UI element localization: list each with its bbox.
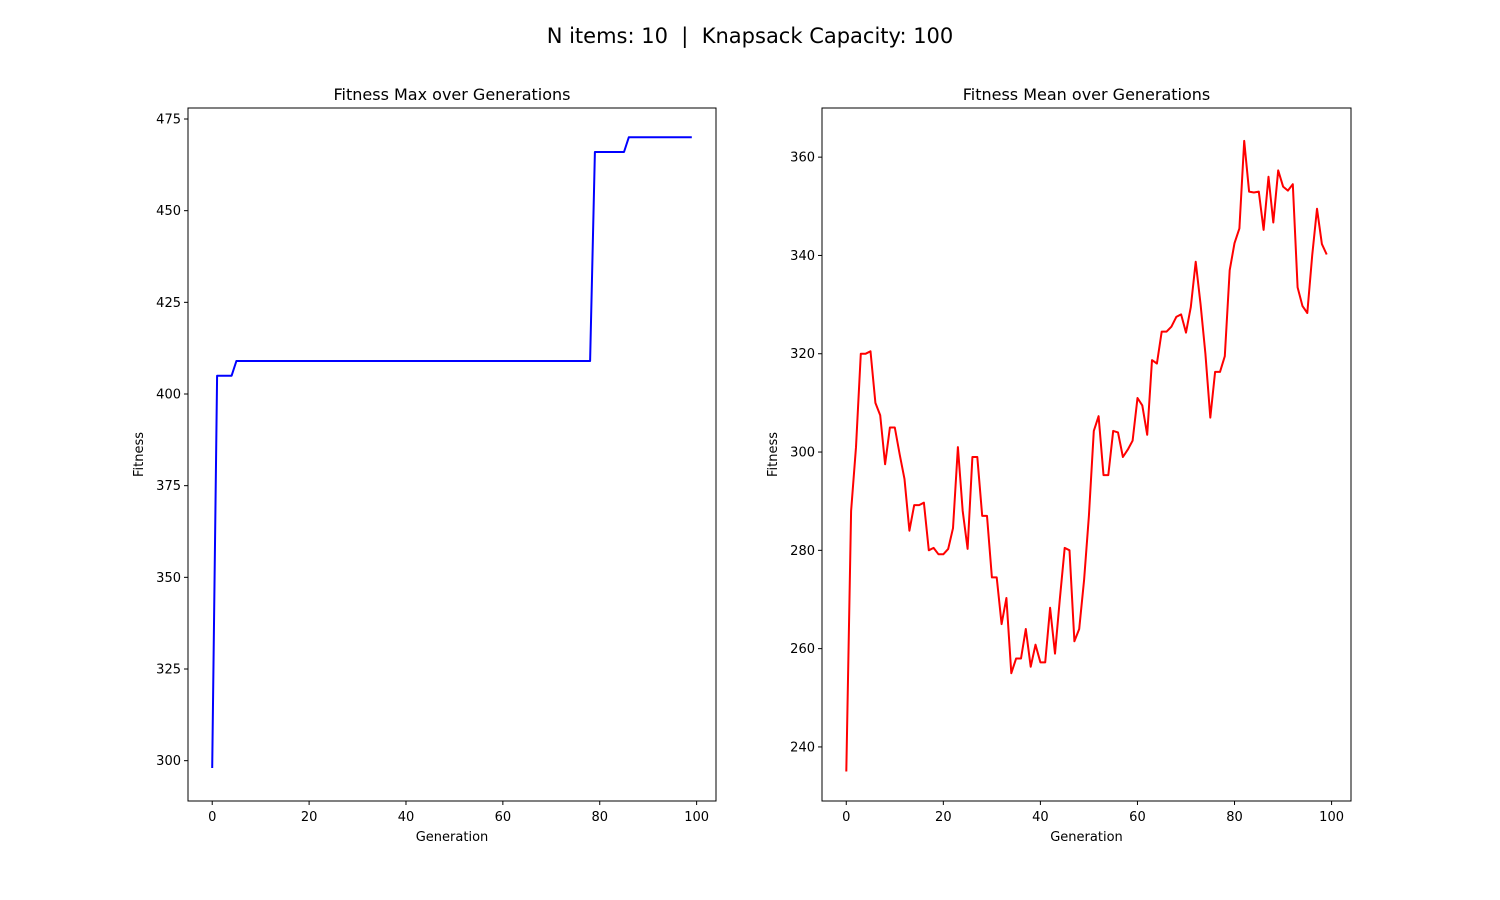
x-tick-label: 100: [684, 810, 709, 825]
axes-frame: [187, 107, 717, 802]
series-line-mean: [845, 139, 1328, 772]
x-tick-label: 100: [1319, 810, 1344, 825]
series-line-max: [211, 136, 692, 769]
chart-title: Fitness Max over Generations: [333, 85, 570, 104]
y-tick-label: 240: [790, 740, 815, 755]
axes-frame: [821, 107, 1352, 802]
x-axis-label: Generation: [1050, 830, 1123, 845]
chart-fitness-mean: 0 20 40 60 80 100 240 260 280 300 320 340 360 Fitness…: [766, 85, 1352, 845]
y-tick-label: 300: [156, 754, 181, 769]
chart-fitness-max: 0 20 40 60 80 100 300 325 350 375 400 425 450 475 Fitn…: [132, 85, 717, 845]
y-tick-label: 450: [156, 204, 181, 219]
y-tick-label: 425: [156, 296, 181, 311]
y-axis-label: Fitness: [766, 432, 781, 477]
y-tick-label: 360: [790, 151, 815, 166]
y-tick-label: 475: [156, 113, 181, 128]
y-tick-label: 320: [790, 347, 815, 362]
x-tick-label: 60: [495, 810, 512, 825]
figure-suptitle: N items: 10 | Knapsack Capacity: 100: [546, 24, 954, 48]
x-tick-label: 80: [1226, 810, 1243, 825]
chart-title: Fitness Mean over Generations: [963, 85, 1211, 104]
x-tick-label: 0: [208, 810, 216, 825]
x-tick-label: 60: [1129, 810, 1146, 825]
x-tick-label: 40: [1032, 810, 1049, 825]
y-tick-label: 350: [156, 571, 181, 586]
x-tick-label: 20: [301, 810, 318, 825]
x-axis-label: Generation: [416, 830, 489, 845]
x-tick-label: 80: [591, 810, 608, 825]
y-tick-label: 400: [156, 388, 181, 403]
x-tick-label: 40: [398, 810, 415, 825]
y-axis-label: Fitness: [132, 432, 147, 477]
y-tick-label: 300: [790, 446, 815, 461]
y-tick-label: 325: [156, 663, 181, 678]
y-tick-label: 340: [790, 249, 815, 264]
x-tick-label: 20: [935, 810, 952, 825]
y-tick-label: 260: [790, 642, 815, 657]
x-tick-label: 0: [842, 810, 850, 825]
y-tick-label: 280: [790, 544, 815, 559]
y-tick-label: 375: [156, 479, 181, 494]
